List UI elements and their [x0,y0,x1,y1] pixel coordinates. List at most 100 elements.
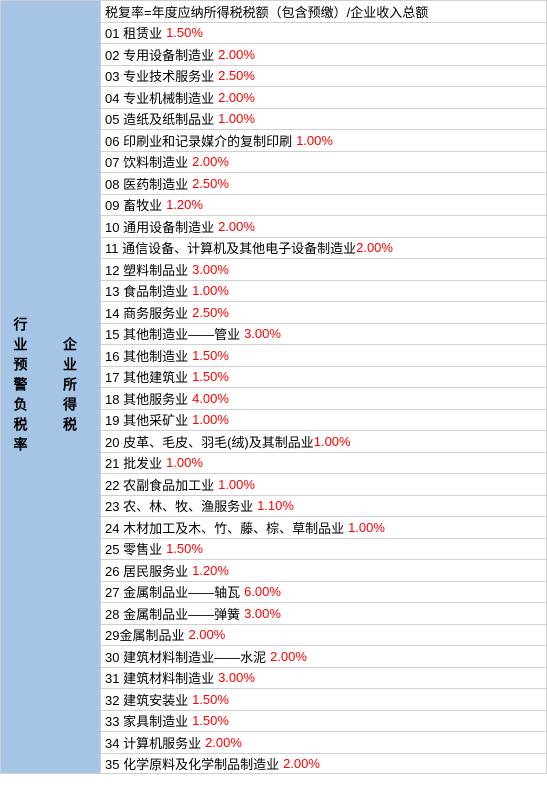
data-column: 税复率=年度应纳所得税税额（包含预缴）/企业收入总额 01 租赁业 1.50% 02 … [100,0,547,774]
left-header-column: 行业预警负税率 [0,0,40,774]
table-row: 12 塑料制品业 3.00% [100,258,547,280]
table-row: 29金属制品业 2.00% [100,624,547,646]
row-label: 14 商务服务业 [105,303,188,322]
row-rate: 2.50% [192,176,229,191]
row-rate: 1.50% [192,369,229,384]
row-label: 33 家具制造业 [105,711,188,730]
table-row: 34 计算机服务业 2.00% [100,731,547,753]
row-label: 11 通信设备、计算机及其他电子设备制造业 [105,238,356,257]
table-row: 10 通用设备制造业 2.00% [100,215,547,237]
table-row: 24 木材加工及木、竹、藤、棕、草制品业1.00% [100,516,547,538]
row-rate: 3.00% [218,670,255,685]
row-label: 10 通用设备制造业 [105,217,214,236]
row-rate: 2.00% [192,154,229,169]
row-label: 12 塑料制品业 [105,260,188,279]
mid-header-text: 企业所得税 [60,337,80,437]
table-row: 31 建筑材料制造业 3.00% [100,667,547,689]
row-rate: 3.00% [244,606,281,621]
row-rate: 1.50% [192,348,229,363]
row-rate: 2.50% [218,68,255,83]
row-label: 22 农副食品加工业 [105,475,214,494]
table-row: 26 居民服务业 1.20% [100,559,547,581]
table-row: 07 饮料制造业 2.00% [100,151,547,173]
row-rate: 6.00% [244,584,281,599]
row-rate: 1.00% [192,283,229,298]
row-label: 25 零售业 [105,539,162,558]
table-row: 30 建筑材料制造业——水泥 2.00% [100,645,547,667]
row-rate: 2.00% [188,627,225,642]
row-label: 19 其他采矿业 [105,410,188,429]
row-rate: 1.10% [257,498,294,513]
row-label: 27 金属制品业——轴瓦 [105,582,240,601]
row-rate: 2.00% [218,47,255,62]
row-rate: 1.00% [314,434,351,449]
table-row: 09 畜牧业1.20% [100,194,547,216]
row-rate: 2.00% [218,219,255,234]
row-label: 32 建筑安装业 [105,690,188,709]
row-rate: 2.00% [218,90,255,105]
table-row: 21 批发业 1.00% [100,452,547,474]
row-rate: 1.20% [192,563,229,578]
row-label: 20 皮革、毛皮、羽毛(绒)及其制品业 [105,432,314,451]
row-label: 15 其他制造业——管业 [105,324,240,343]
table-row: 27 金属制品业——轴瓦 6.00% [100,581,547,603]
row-label: 16 其他制造业 [105,346,188,365]
table-row: 18 其他服务业 4.00% [100,387,547,409]
tax-rate-table: 行业预警负税率 企业所得税 税复率=年度应纳所得税税额（包含预缴）/企业收入总额… [0,0,547,774]
left-header-text: 行业预警负税率 [11,317,31,457]
row-rate: 1.20% [166,197,203,212]
table-row: 20 皮革、毛皮、羽毛(绒)及其制品业1.00% [100,430,547,452]
row-rate: 1.00% [218,111,255,126]
row-label: 05 造纸及纸制品业 [105,109,214,128]
table-row: 05 造纸及纸制品业 1.00% [100,108,547,130]
formula-text: 税复率=年度应纳所得税税额（包含预缴）/企业收入总额 [105,2,428,21]
row-rate: 1.50% [192,713,229,728]
table-row: 04 专业机械制造业 2.00% [100,86,547,108]
row-rate: 1.00% [192,412,229,427]
row-label: 04 专业机械制造业 [105,88,214,107]
row-rate: 4.00% [192,391,229,406]
table-row: 15 其他制造业——管业 3.00% [100,323,547,345]
table-row: 33 家具制造业 1.50% [100,710,547,732]
table-row: 14 商务服务业2.50% [100,301,547,323]
row-rate: 2.00% [270,649,307,664]
row-label: 18 其他服务业 [105,389,188,408]
row-rate: 3.00% [192,262,229,277]
table-row: 01 租赁业 1.50% [100,22,547,44]
row-label: 21 批发业 [105,453,162,472]
row-label: 35 化学原料及化学制品制造业 [105,754,279,773]
row-label: 08 医药制造业 [105,174,188,193]
formula-row: 税复率=年度应纳所得税税额（包含预缴）/企业收入总额 [100,0,547,22]
table-row: 35 化学原料及化学制品制造业 2.00% [100,753,547,775]
row-rate: 3.00% [244,326,281,341]
row-label: 29金属制品业 [105,625,184,644]
table-row: 32 建筑安装业1.50% [100,688,547,710]
row-label: 17 其他建筑业 [105,367,188,386]
row-label: 23 农、林、牧、渔服务业 [105,496,253,515]
table-row: 17 其他建筑业 1.50% [100,366,547,388]
row-rate: 1.50% [166,25,203,40]
row-label: 01 租赁业 [105,23,162,42]
table-row: 02 专用设备制造业2.00% [100,43,547,65]
table-row: 08 医药制造业 2.50% [100,172,547,194]
row-label: 34 计算机服务业 [105,733,201,752]
row-label: 07 饮料制造业 [105,152,188,171]
row-rate: 1.00% [166,455,203,470]
row-rate: 2.00% [205,735,242,750]
table-row: 11 通信设备、计算机及其他电子设备制造业2.00% [100,237,547,259]
row-label: 31 建筑材料制造业 [105,668,214,687]
row-label: 03 专业技术服务业 [105,66,214,85]
row-rate: 2.00% [283,756,320,771]
row-label: 24 木材加工及木、竹、藤、棕、草制品业 [105,518,344,537]
table-row: 28 金属制品业——弹簧 3.00% [100,602,547,624]
table-row: 19 其他采矿业 1.00% [100,409,547,431]
row-label: 30 建筑材料制造业——水泥 [105,647,266,666]
row-label: 26 居民服务业 [105,561,188,580]
row-rate: 1.00% [218,477,255,492]
row-label: 06 印刷业和记录媒介的复制印刷 [105,131,292,150]
table-row: 06 印刷业和记录媒介的复制印刷1.00% [100,129,547,151]
table-row: 13 食品制造业1.00% [100,280,547,302]
row-label: 28 金属制品业——弹簧 [105,604,240,623]
table-row: 16 其他制造业 1.50% [100,344,547,366]
row-rate: 1.50% [166,541,203,556]
